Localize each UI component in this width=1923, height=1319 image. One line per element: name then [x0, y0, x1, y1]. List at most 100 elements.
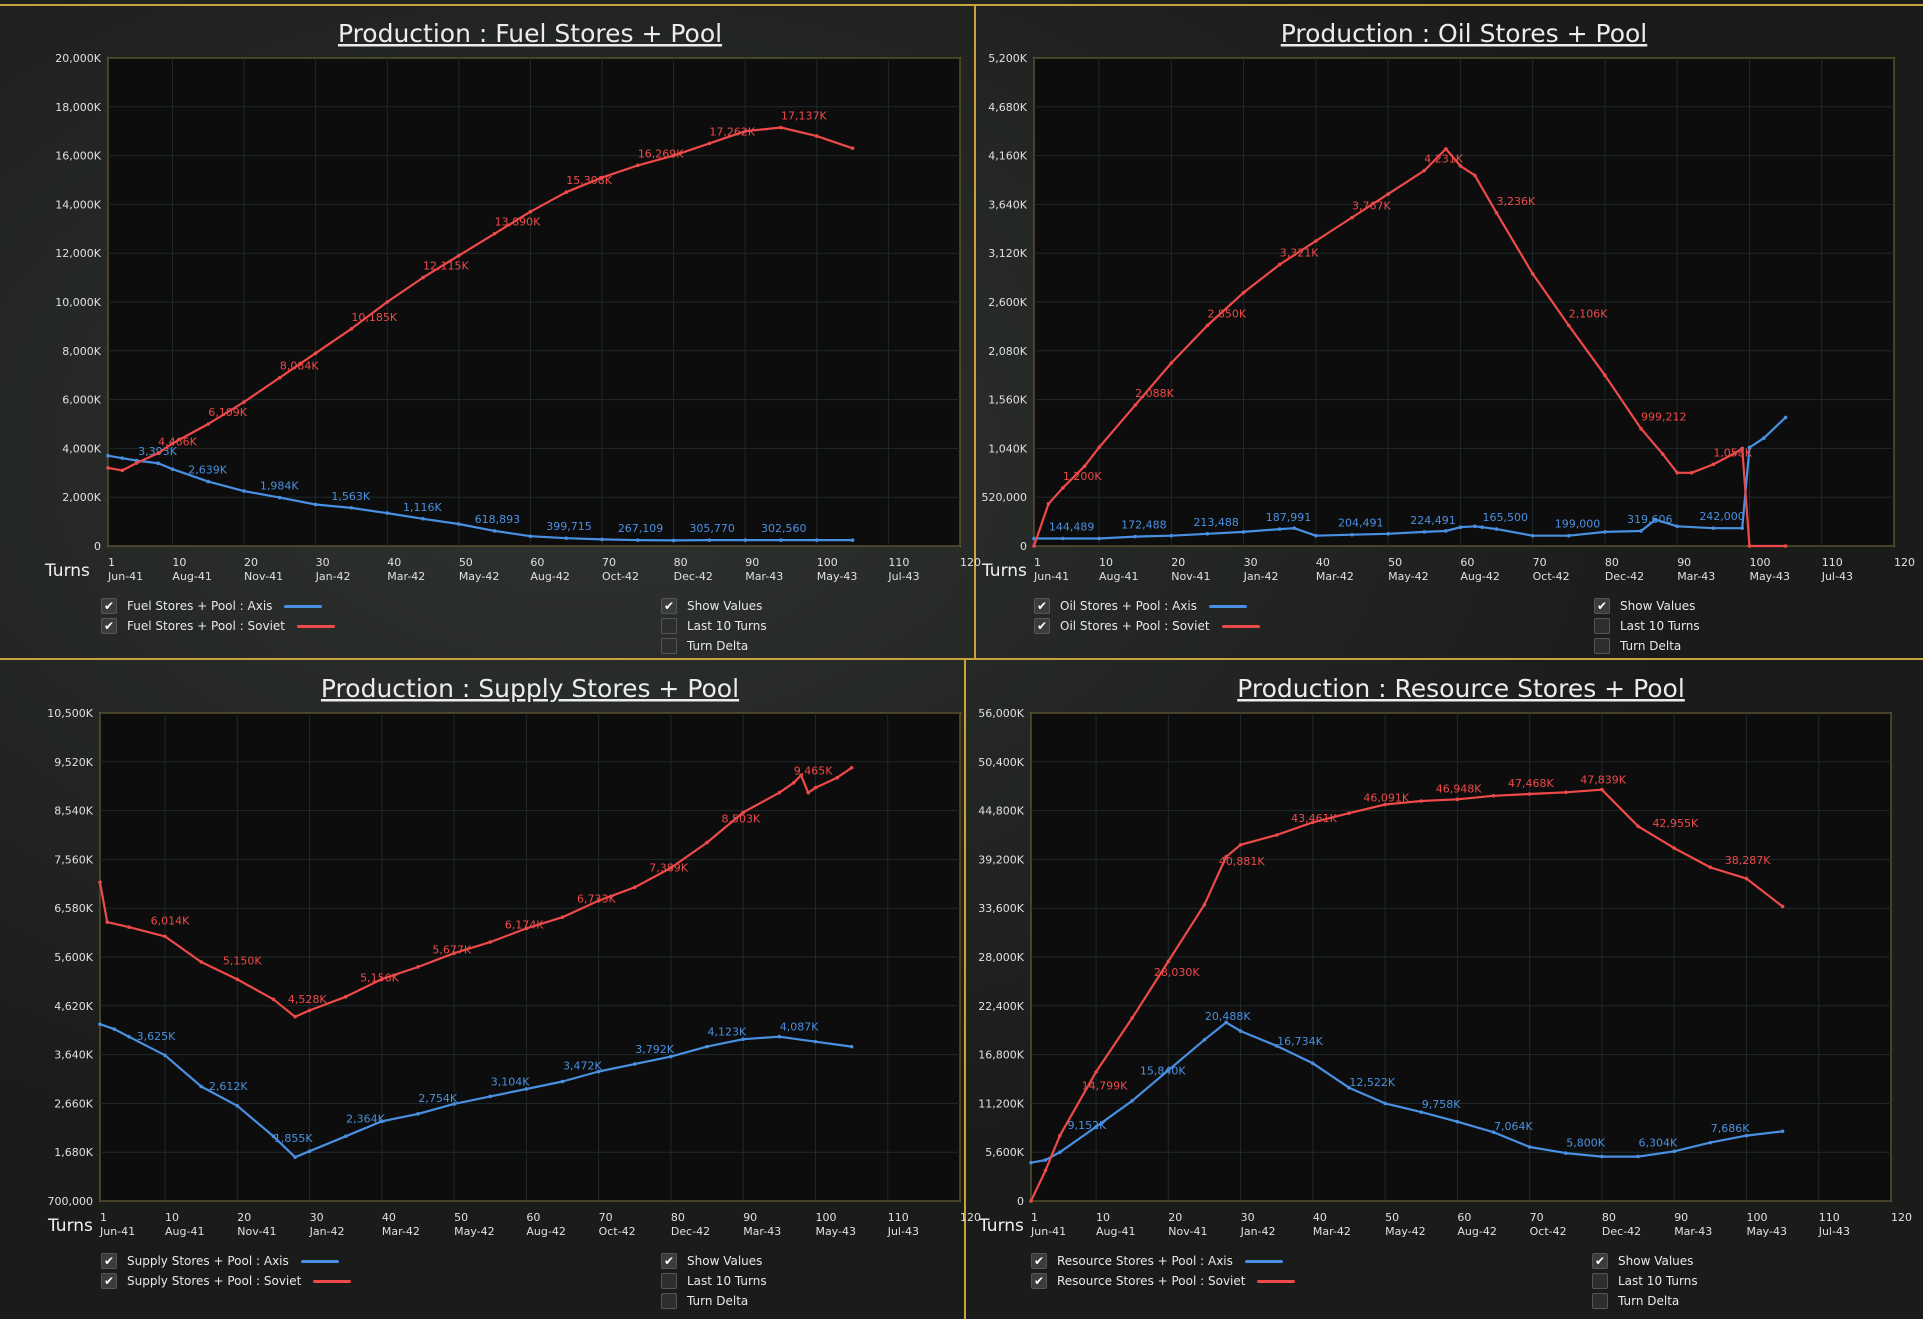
data-point	[307, 1008, 312, 1013]
data-point	[134, 461, 139, 465]
checkbox-icon[interactable]	[1594, 618, 1610, 634]
x-tick-label: 1	[1034, 556, 1041, 569]
legend-row-axis[interactable]: ✔ Resource Stores + Pool : Axis	[1031, 1251, 1295, 1271]
option-turn-delta[interactable]: Turn Delta	[1592, 1291, 1698, 1311]
data-label: 7,389K	[649, 862, 688, 875]
legend-label: Supply Stores + Pool : Soviet	[127, 1274, 302, 1288]
checkbox-icon[interactable]: ✔	[101, 598, 117, 614]
x-tick-date: Nov-41	[244, 570, 283, 583]
checkbox-icon[interactable]	[661, 1273, 677, 1289]
legend-row-axis[interactable]: ✔ Supply Stores + Pool : Axis	[101, 1251, 351, 1271]
checkbox-icon[interactable]	[1592, 1293, 1608, 1309]
checkbox-icon[interactable]	[1594, 638, 1610, 654]
data-point	[1169, 361, 1174, 365]
legend-swatch	[284, 604, 323, 608]
legend-row-axis[interactable]: ✔ Oil Stores + Pool : Axis	[1034, 596, 1260, 616]
legend-row-soviet[interactable]: ✔ Oil Stores + Pool : Soviet	[1034, 616, 1260, 636]
legend-row-soviet[interactable]: ✔ Resource Stores + Pool : Soviet	[1031, 1271, 1296, 1291]
series-line-soviet	[1030, 788, 1784, 1202]
data-point	[385, 511, 390, 515]
y-tick-label: 4,620K	[54, 1000, 93, 1013]
x-tick-date: May-42	[459, 570, 500, 583]
checkbox-icon[interactable]: ✔	[1592, 1253, 1608, 1269]
checkbox-icon[interactable]	[1592, 1273, 1608, 1289]
checkbox-icon[interactable]: ✔	[661, 1253, 677, 1269]
data-point	[1347, 1085, 1351, 1090]
y-tick-label: 4,000K	[62, 442, 101, 455]
data-point	[1097, 445, 1101, 450]
y-tick-label: 5,600K	[985, 1146, 1024, 1159]
option-turn-delta[interactable]: Turn Delta	[661, 1291, 767, 1311]
checkbox-icon[interactable]: ✔	[1031, 1273, 1047, 1289]
data-point	[1494, 211, 1499, 215]
data-point	[743, 129, 748, 133]
checkbox-icon[interactable]: ✔	[1031, 1253, 1047, 1269]
legend-row-soviet[interactable]: ✔ Fuel Stores + Pool : Soviet	[101, 616, 336, 636]
x-axis-label: Turns	[981, 561, 1027, 581]
data-label: 1,984K	[260, 480, 299, 493]
legend-row-soviet[interactable]: ✔ Supply Stores + Pool : Soviet	[101, 1271, 352, 1291]
option-show-values[interactable]: ✔ Show Values	[1592, 1251, 1698, 1271]
checkbox-icon[interactable]	[661, 1293, 677, 1309]
checkbox-icon[interactable]: ✔	[101, 618, 117, 634]
checkbox-icon[interactable]: ✔	[101, 1273, 117, 1289]
option-show-values[interactable]: ✔ Show Values	[1594, 596, 1700, 616]
x-tick-date: Aug-41	[172, 570, 211, 583]
legend-label: Resource Stores + Pool : Soviet	[1057, 1274, 1246, 1288]
x-tick-label: 20	[1171, 556, 1185, 569]
data-point	[1043, 1168, 1048, 1173]
legend-swatch	[1221, 624, 1260, 628]
x-tick-date: Nov-41	[1171, 570, 1210, 583]
y-tick-label: 7,560K	[54, 853, 93, 866]
x-tick-date: Aug-42	[1460, 570, 1499, 583]
data-point	[1653, 517, 1658, 522]
option-last-10-turns[interactable]: Last 10 Turns	[661, 616, 767, 636]
data-point	[1711, 462, 1716, 467]
series-line-axis	[1030, 1021, 1783, 1164]
x-tick-label: 60	[530, 556, 544, 569]
checkbox-icon[interactable]: ✔	[661, 598, 677, 614]
data-point	[1458, 525, 1463, 530]
option-label: Turn Delta	[1620, 639, 1682, 653]
data-point	[293, 1155, 297, 1159]
x-tick-label: 110	[1819, 1211, 1840, 1224]
option-last-10-turns[interactable]: Last 10 Turns	[661, 1271, 767, 1291]
x-tick-date: Dec-42	[1602, 1225, 1641, 1238]
legend-row-axis[interactable]: ✔ Fuel Stores + Pool : Axis	[101, 596, 335, 616]
checkbox-icon[interactable]: ✔	[1034, 598, 1050, 614]
data-label: 2,106K	[1569, 307, 1608, 320]
data-point	[1491, 1130, 1496, 1134]
x-tick-label: 10	[165, 1211, 179, 1224]
x-tick-date: Aug-41	[1099, 570, 1138, 583]
option-turn-delta[interactable]: Turn Delta	[661, 636, 767, 656]
checkbox-icon[interactable]	[661, 618, 677, 634]
option-show-values[interactable]: ✔ Show Values	[661, 1251, 767, 1271]
data-label: 6,109K	[208, 406, 247, 419]
x-axis-label: Turns	[47, 1216, 93, 1236]
data-point	[1419, 799, 1424, 803]
data-label: 5,156K	[360, 972, 399, 985]
chart-panel: Production : Oil Stores + Pool 0 520,000 1,…	[976, 0, 1923, 658]
data-point	[560, 1079, 565, 1084]
option-label: Last 10 Turns	[1618, 1274, 1698, 1288]
checkbox-icon[interactable]: ✔	[101, 1253, 117, 1269]
checkbox-icon[interactable]	[661, 638, 677, 654]
x-tick-label: 30	[1241, 1211, 1255, 1224]
checkbox-icon[interactable]: ✔	[1034, 618, 1050, 634]
option-turn-delta[interactable]: Turn Delta	[1594, 636, 1700, 656]
data-label: 305,770	[689, 522, 735, 535]
chart-title: Production : Resource Stores + Pool	[1237, 674, 1685, 703]
data-label: 28,030K	[1154, 966, 1200, 979]
option-last-10-turns[interactable]: Last 10 Turns	[1592, 1271, 1698, 1291]
data-point	[488, 1094, 493, 1099]
checkbox-icon[interactable]: ✔	[1594, 598, 1610, 614]
data-point	[313, 502, 318, 507]
data-point	[1032, 544, 1036, 548]
data-label: 8,084K	[280, 360, 319, 373]
data-point	[1082, 464, 1087, 469]
option-show-values[interactable]: ✔ Show Values	[661, 596, 767, 616]
data-point	[1046, 501, 1051, 506]
x-tick-label: 120	[1891, 1211, 1912, 1224]
data-point	[1455, 797, 1460, 802]
option-last-10-turns[interactable]: Last 10 Turns	[1594, 616, 1700, 636]
